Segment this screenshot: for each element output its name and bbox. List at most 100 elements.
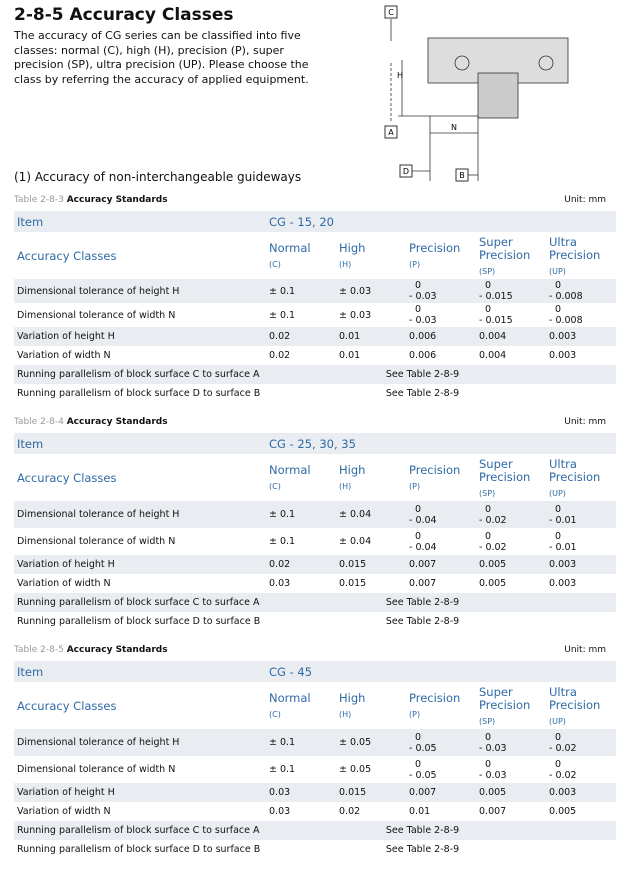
class-code: (C) [269, 710, 281, 719]
row-label: Dimensional tolerance of height H [14, 729, 266, 756]
cell: ± 0.03 [336, 279, 406, 303]
cell-line: 0 [415, 731, 422, 743]
row: Dimensional tolerance of height H ± 0.1 ± … [14, 279, 617, 303]
cell: ± 0.1 [266, 729, 336, 756]
class-code: (UP) [549, 266, 566, 276]
cell-line: - 0.008 [549, 291, 583, 302]
row: Running parallelism of block surface C t… [14, 821, 617, 840]
cell: 0.01 [409, 806, 431, 817]
cell-line: 0 [415, 503, 422, 515]
table-block: Table 2-8-5 Accuracy Standards Unit: mm It… [14, 645, 617, 859]
cell: 0- 0.03 [406, 279, 476, 303]
class-header: Ultra Precision (UP) [546, 454, 616, 501]
row: Running parallelism of block surface C t… [14, 593, 617, 612]
class-name: Normal [269, 241, 311, 255]
class-code: (SP) [479, 266, 496, 276]
class-header: Precision (P) [406, 682, 476, 729]
row-label: Variation of width N [17, 350, 111, 361]
class-code: (UP) [549, 716, 566, 726]
classes-label: Accuracy Classes [17, 248, 117, 263]
class-header: Normal (C) [266, 232, 336, 279]
cell-line: - 0.03 [409, 315, 437, 326]
class-code: (C) [269, 260, 281, 269]
cell: 0- 0.03 [476, 756, 546, 783]
row: Variation of width N 0.03 0.015 0.007 0.005 0… [14, 574, 616, 593]
cell: ± 0.1 [269, 764, 296, 775]
class-name: High [339, 691, 366, 705]
intro-line: classes: normal (C), high (H), precision… [14, 43, 284, 57]
cell: 0.007 [409, 578, 437, 589]
cell: 0- 0.03 [406, 303, 476, 327]
row: Dimensional tolerance of height H ± 0.1 ± … [14, 729, 617, 756]
class-header: Precision (P) [406, 232, 476, 279]
label-b: B [459, 171, 465, 180]
row: Variation of height H 0.02 0.01 0.006 0.004 0… [14, 327, 617, 346]
cell: 0- 0.015 [476, 279, 546, 303]
row-label: Running parallelism of block surface C t… [14, 821, 266, 840]
cell: 0.007 [406, 555, 476, 574]
class-code: (UP) [549, 488, 566, 498]
class-header: Super Precision (SP) [476, 232, 546, 279]
unit: Unit: mm [564, 195, 606, 205]
table-number: Table 2-8-4 [14, 417, 64, 427]
cell: 0.015 [336, 783, 406, 802]
row-label: Dimensional tolerance of width N [17, 536, 176, 547]
row-label: Dimensional tolerance of width N [17, 309, 176, 321]
cell-line: - 0.015 [479, 291, 513, 302]
label-n: N [451, 123, 457, 132]
table-number: Table 2-8-3 [14, 195, 64, 205]
class-code: (H) [339, 710, 352, 719]
class-header: Precision (P) [406, 454, 476, 501]
label-c: C [388, 8, 394, 17]
cell-line: - 0.04 [409, 514, 437, 526]
row-label: Variation of width N [17, 806, 111, 817]
cell: 0- 0.008 [546, 279, 617, 303]
cell-line: - 0.015 [479, 315, 513, 326]
class-code: (H) [339, 482, 352, 491]
cell: 0- 0.02 [476, 528, 546, 555]
class-name: Super Precision [479, 234, 531, 262]
row: Variation of width N 0.02 0.01 0.006 0.004 0.… [14, 346, 616, 365]
row: Dimensional tolerance of width N ± 0.1 ± 0… [14, 756, 616, 783]
cell: 0.007 [406, 783, 476, 802]
row: Variation of height H 0.02 0.015 0.007 0.005… [14, 555, 617, 574]
cell-line: 0 [485, 758, 492, 770]
class-name: Precision [409, 691, 461, 705]
table-block: Table 2-8-3 Accuracy Standards Unit: mm It… [14, 195, 617, 403]
class-header: Ultra Precision (UP) [546, 682, 616, 729]
class-header: Super Precision (SP) [476, 682, 546, 729]
label-a: A [388, 128, 394, 137]
cell: 0.02 [339, 806, 361, 817]
cell: 0- 0.03 [476, 729, 546, 756]
class-name: Normal [269, 691, 311, 705]
class-code: (C) [269, 482, 281, 491]
cell: 0.004 [479, 350, 507, 361]
row-label: Variation of width N [17, 578, 111, 589]
cell-line: - 0.01 [549, 541, 577, 553]
cell: ± 0.1 [269, 536, 296, 547]
row-label: Variation of height H [14, 783, 266, 802]
class-header: High (H) [336, 232, 406, 279]
cell: 0.003 [546, 555, 617, 574]
cell: 0.003 [549, 350, 577, 361]
item-header: Item [14, 433, 266, 454]
cell-line: 0 [485, 280, 492, 291]
cell-line: - 0.008 [549, 315, 583, 326]
class-name: Super Precision [479, 456, 531, 484]
cell-line: - 0.02 [549, 742, 577, 754]
cell: ± 0.04 [339, 536, 372, 547]
row: Running parallelism of block surface D t… [14, 384, 616, 403]
row: Dimensional tolerance of width N ± 0.1 ± 0… [14, 303, 616, 327]
see-table: See Table 2-8-9 [266, 365, 617, 384]
cell: 0.01 [339, 350, 361, 361]
see-table: See Table 2-8-9 [385, 616, 460, 627]
class-name: Precision [409, 463, 461, 477]
cell-line: - 0.03 [409, 291, 437, 302]
class-code: (SP) [479, 716, 496, 726]
table: Item CG - 25, 30, 35 Accuracy Classes Norma… [14, 433, 617, 631]
class-code: (P) [409, 260, 421, 269]
cell-line: 0 [555, 304, 562, 315]
table-caption: Accuracy Standards [66, 417, 168, 427]
cell-line: 0 [555, 280, 562, 291]
